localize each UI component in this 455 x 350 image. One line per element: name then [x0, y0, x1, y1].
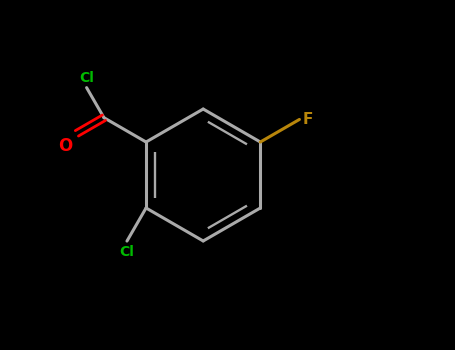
Text: Cl: Cl	[120, 245, 134, 259]
Text: O: O	[59, 137, 73, 155]
Text: Cl: Cl	[79, 71, 94, 85]
Text: F: F	[303, 112, 313, 127]
